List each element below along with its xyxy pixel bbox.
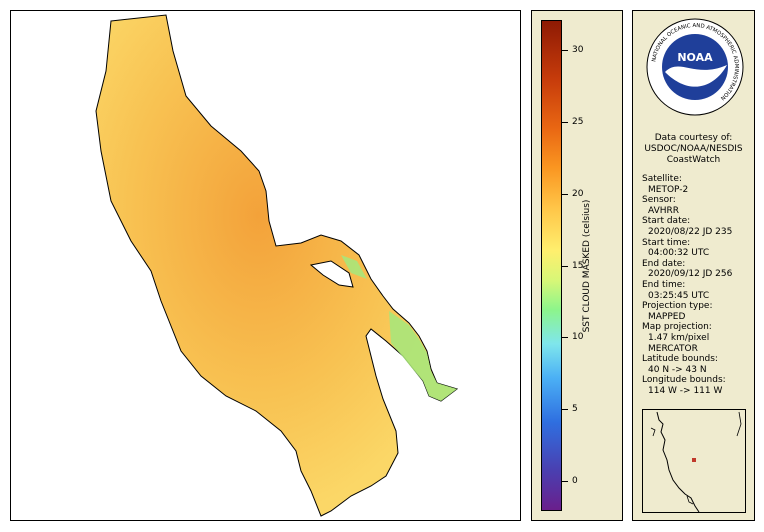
meta-value-projection-type: MAPPED (648, 311, 686, 322)
green-shore-band (341, 255, 457, 401)
colorbar-tick-label: 0 (572, 476, 578, 487)
info-panel: NOAA NATIONAL OCEANIC AND ATMOSPHERIC AD… (632, 10, 755, 521)
colorbar-panel: 30 25 20 15 10 5 0 SST CLOUD MASKED (celsius) (531, 10, 623, 521)
locator-inset-map (642, 409, 746, 513)
locator-map-drawing (650, 411, 742, 513)
colorbar-tick (562, 49, 568, 51)
meta-value-start-time: 04:00:32 UTC (648, 248, 710, 259)
noaa-logo-icon: NOAA NATIONAL OCEANIC AND ATMOSPHERIC AD… (646, 18, 744, 116)
colorbar-tick-label: 15 (572, 260, 584, 271)
meta-value-end-time: 03:25:45 UTC (648, 290, 710, 301)
colorbar-title: SST CLOUD MASKED (celsius) (582, 199, 592, 333)
meta-value-end-date: 2020/09/12 JD 256 (648, 269, 733, 280)
meta-label-longitude-bounds: Longitude bounds: (642, 375, 726, 386)
meta-label-latitude-bounds: Latitude bounds: (642, 354, 718, 365)
meta-value-satellite: METOP-2 (648, 184, 689, 195)
meta-value-map-projection: 1.47 km/pixel (648, 332, 710, 343)
meta-label-start-date: Start date: (642, 216, 691, 227)
meta-label-sensor: Sensor: (642, 195, 676, 206)
meta-label-start-time: Start time: (642, 237, 691, 248)
colorbar-tick (562, 265, 568, 267)
meta-value-start-date: 2020/08/22 JD 235 (648, 226, 733, 237)
meta-label-map-projection: Map projection: (642, 322, 712, 333)
colorbar-tick (562, 193, 568, 195)
meta-label-projection-type: Projection type: (642, 301, 713, 312)
colorbar-tick-label: 20 (572, 188, 584, 199)
colorbar-tick (562, 481, 568, 483)
courtesy-line-1: Data courtesy of: (654, 133, 733, 143)
meta-label-end-date: End date: (642, 258, 686, 269)
colorbar-tick (562, 337, 568, 339)
colorbar-tick (562, 409, 568, 411)
colorbar-tick-label: 25 (572, 116, 584, 127)
metadata-list: Satellite: METOP-2 Sensor: AVHRR Start d… (642, 174, 754, 396)
island (309, 260, 354, 288)
colorbar-tick-label: 5 (572, 404, 578, 415)
location-marker-icon (692, 458, 696, 462)
colorbar-tick-label: 30 (572, 44, 584, 55)
meta-value-longitude-bounds: 114 W -> 111 W (648, 385, 723, 396)
courtesy-line-2: USDOC/NOAA/NESDIS (644, 144, 743, 154)
colorbar-tick-label: 10 (572, 332, 584, 343)
meta-value-projection-name: MERCATOR (648, 343, 698, 354)
colorbar-tick (562, 121, 568, 123)
lake-outline (95, 14, 459, 517)
logo-text: NOAA (677, 51, 713, 64)
meta-value-latitude-bounds: 40 N -> 43 N (648, 364, 707, 375)
meta-label-end-time: End time: (642, 279, 686, 290)
courtesy-line-3: CoastWatch (666, 155, 721, 165)
meta-label-satellite: Satellite: (642, 174, 682, 184)
sst-map[interactable] (11, 11, 522, 522)
map-panel[interactable] (10, 10, 521, 521)
meta-value-sensor: AVHRR (648, 205, 680, 216)
colorbar (541, 20, 562, 511)
